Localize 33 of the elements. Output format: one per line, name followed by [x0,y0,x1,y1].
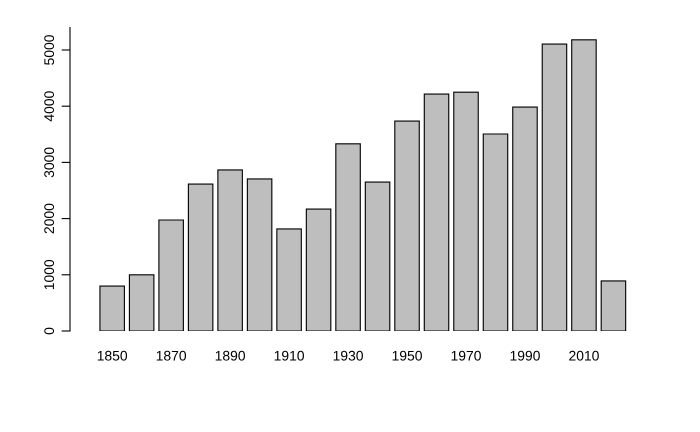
x-tick-label: 1970 [452,350,481,361]
x-tick-label: 1890 [216,350,246,361]
y-tick-label: 5000 [44,35,54,65]
y-tick-label: 2000 [44,204,54,234]
bar [246,178,272,331]
y-tick-label: 3000 [44,147,54,178]
bar [571,39,597,331]
bar [512,106,538,331]
bar [217,169,243,331]
x-tick-label: 1990 [510,350,540,361]
bar [99,285,125,331]
bar [424,94,450,331]
y-tick-label: 1000 [44,260,54,290]
bar [600,280,626,331]
x-tick-label: 1910 [274,350,304,361]
bar [364,182,390,331]
y-tick-label: 0 [44,328,54,334]
x-tick-label: 1850 [98,350,128,361]
y-tick-label: 4000 [44,91,54,122]
x-tick-label: 1870 [156,350,186,361]
bar [394,120,420,331]
bar [158,219,184,331]
bar [188,183,214,331]
bar [276,228,302,331]
bar [335,143,361,331]
bar [453,92,479,331]
bar [482,133,508,331]
bar [128,274,154,331]
bar [542,44,568,331]
bar [306,208,332,331]
x-tick-label: 2010 [569,350,599,361]
x-tick-label: 1950 [392,350,422,361]
x-tick-label: 1930 [334,350,363,361]
